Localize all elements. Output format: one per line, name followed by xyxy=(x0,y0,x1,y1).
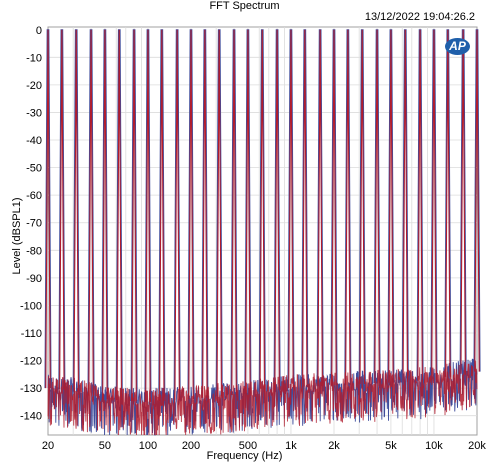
chart-title: FFT Spectrum xyxy=(209,0,280,12)
x-tick-label: 5k xyxy=(385,440,397,452)
x-tick-label: 100 xyxy=(139,440,157,452)
y-tick-label: -60 xyxy=(26,190,42,202)
tone-peak xyxy=(216,29,222,397)
y-tick-label: -80 xyxy=(26,245,42,257)
timestamp: 13/12/2022 19:04:26.2 xyxy=(364,11,475,23)
tone-peak xyxy=(59,29,65,390)
tone-peak xyxy=(359,29,365,385)
x-tick-label: 1k xyxy=(285,440,297,452)
tone-peak xyxy=(245,29,251,394)
x-tick-label: 20k xyxy=(468,440,486,452)
noise-floor-trace xyxy=(47,360,478,436)
tone-peak xyxy=(73,29,79,392)
tone-peak xyxy=(259,29,266,392)
ap-logo: AP xyxy=(445,38,470,55)
tone-peak xyxy=(145,29,151,402)
tone-peak xyxy=(331,29,337,386)
tone-peak xyxy=(417,29,423,381)
tone-peak xyxy=(116,29,123,401)
x-tick-label: 20 xyxy=(42,440,54,452)
tone-peak xyxy=(231,29,237,395)
tone-peak xyxy=(345,29,351,385)
tone-peak xyxy=(45,29,51,389)
x-tick-label: 50 xyxy=(99,440,111,452)
y-tick-label: -100 xyxy=(20,300,42,312)
y-tick-label: -30 xyxy=(26,107,42,119)
y-tick-label: -20 xyxy=(26,80,42,92)
x-tick-label: 200 xyxy=(182,440,200,452)
tone-peak xyxy=(202,29,208,398)
tone-peak xyxy=(131,29,137,402)
y-tick-label: -90 xyxy=(26,273,42,285)
tone-peak xyxy=(288,29,294,389)
tone-peak xyxy=(317,29,323,387)
tone-peak xyxy=(374,29,380,384)
tone-peak xyxy=(431,29,437,380)
y-tick-label: -130 xyxy=(20,383,42,395)
x-tick-label: 500 xyxy=(239,440,257,452)
y-tick-label: -110 xyxy=(21,328,42,340)
tone-peak xyxy=(474,29,480,372)
y-tick-label: -70 xyxy=(26,218,42,230)
tone-peak xyxy=(445,29,451,377)
tone-peak xyxy=(388,29,394,383)
tone-peak xyxy=(102,29,108,400)
tone-peak xyxy=(274,29,280,390)
x-tick-label: 10k xyxy=(425,440,443,452)
y-tick-label: -140 xyxy=(20,411,42,423)
y-tick-label: 0 xyxy=(36,25,42,37)
tone-peak xyxy=(402,29,409,382)
y-tick-label: -120 xyxy=(20,356,42,368)
tone-peak xyxy=(460,29,466,374)
tone-peak xyxy=(159,29,165,402)
x-axis-label: Frequency (Hz) xyxy=(206,450,283,462)
tone-peak xyxy=(188,29,194,400)
y-tick-label: -10 xyxy=(26,52,42,64)
tone-peak xyxy=(88,29,94,396)
tone-peak xyxy=(174,29,180,401)
y-axis-label: Level (dBSPL1) xyxy=(11,197,23,275)
y-tick-label: -40 xyxy=(26,135,42,147)
tone-peak xyxy=(302,29,308,388)
x-tick-label: 2k xyxy=(328,440,340,452)
y-tick-label: -50 xyxy=(26,163,42,175)
